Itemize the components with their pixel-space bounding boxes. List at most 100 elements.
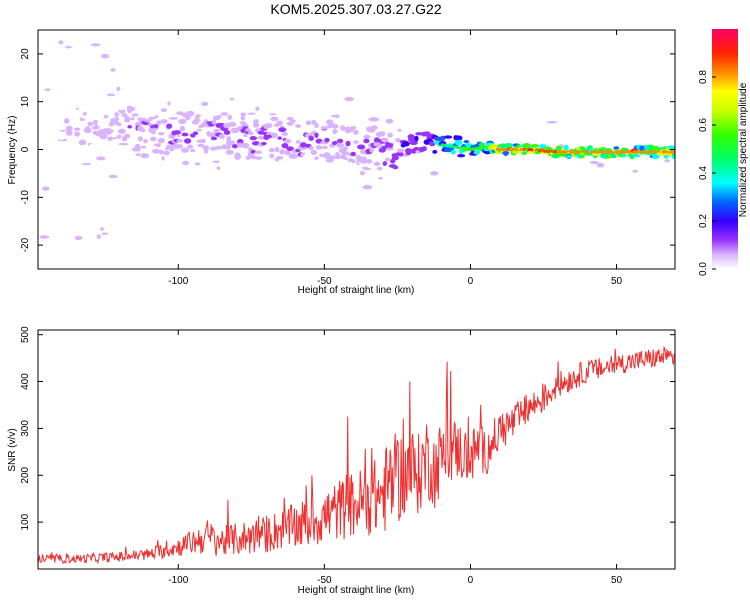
spectrogram-cell	[381, 137, 389, 143]
spectrogram-cell	[270, 116, 279, 122]
spectrogram-cell	[192, 131, 199, 136]
spectrogram-cell	[102, 111, 110, 115]
spectrogram-cell	[322, 166, 333, 172]
spectrogram-cell	[428, 140, 436, 147]
spectrogram-cell	[108, 142, 115, 146]
spectrogram-cell	[116, 134, 122, 139]
spectrogram-cell	[181, 147, 189, 153]
y-tick-label: 500	[20, 326, 31, 343]
spectrogram-cell	[613, 146, 620, 150]
spectrogram-cell	[254, 156, 263, 160]
spectrogram-cell	[181, 132, 189, 137]
colorbar-tick-label: 0.4	[698, 166, 709, 180]
spectrogram-cell	[217, 118, 226, 123]
spectrogram-cell	[96, 234, 101, 240]
spectrogram-cell	[216, 166, 221, 170]
y-tick-label: 200	[20, 466, 31, 483]
spectrogram-cell	[39, 235, 50, 239]
spectrogram-cell	[314, 156, 319, 160]
spectrogram-cell	[58, 134, 65, 140]
spectrogram-cell	[363, 134, 371, 140]
spectrogram-cell	[248, 131, 254, 136]
spectrogram-cell	[398, 162, 404, 168]
spectrogram-cell	[225, 149, 234, 155]
spectrogram-cell	[240, 116, 246, 121]
x-tick-label: -100	[168, 575, 188, 586]
spectrogram-cell	[140, 145, 147, 149]
spectrogram-cell	[176, 139, 184, 143]
x-tick-label: 0	[468, 276, 474, 287]
spectrogram-cell	[323, 152, 331, 157]
spectrogram-cell	[632, 169, 638, 173]
spectrogram-cell	[335, 142, 345, 148]
spectrogram-cell	[365, 159, 373, 164]
spectrogram-cell	[183, 138, 192, 144]
spectrogram-cell	[308, 146, 314, 151]
spectrogram-cell	[333, 155, 342, 159]
spectrogram-cell	[269, 153, 275, 158]
spectrogram-cell	[171, 108, 178, 114]
spectrogram-cell	[110, 68, 116, 72]
spectrogram-cell	[121, 113, 128, 118]
spectrogram-cell	[318, 116, 326, 121]
spectrogram-cell	[342, 156, 348, 161]
x-tick-label: 50	[611, 575, 623, 586]
spectrogram-cell	[430, 171, 439, 176]
snr-panel: -100 -50 0 50 100 200 300 400 500 Height of str…	[7, 326, 676, 596]
spectrogram-cell	[116, 122, 122, 127]
spectrogram-cell	[117, 128, 126, 134]
spectrogram-cell	[63, 108, 70, 114]
spectrogram-cell	[384, 157, 391, 162]
spectrogram-cell	[101, 53, 110, 59]
spectrogram-cell	[227, 114, 233, 120]
spectrogram-cell	[57, 118, 65, 124]
spectrogram-cell	[65, 130, 73, 136]
spectrogram-cell	[173, 130, 182, 135]
spectrogram-cell	[320, 126, 328, 130]
spectrogram-cell	[160, 119, 168, 124]
spectrogram-cell	[71, 148, 78, 154]
spectrogram-cell	[405, 149, 412, 156]
spectrogram-cell	[193, 95, 198, 101]
spectrogram-cell	[310, 149, 318, 156]
spectrogram-cell	[245, 155, 251, 160]
spectrogram-cell	[108, 174, 118, 179]
spectrogram-cell	[44, 88, 51, 92]
spectrogram-cell	[144, 142, 152, 147]
spectrogram-cell	[284, 158, 291, 164]
spectrogram-cell	[279, 149, 286, 155]
spectrogram-cell	[539, 143, 547, 149]
snr-y-label: SNR (v/v)	[7, 428, 18, 471]
spectrogram-cell	[101, 200, 105, 204]
spectrogram-cell	[270, 132, 278, 138]
spectrogram-cell	[387, 132, 393, 138]
spectrogram-cell	[253, 118, 259, 125]
spectrogram-cell	[302, 154, 310, 160]
spectrogram-cell	[408, 158, 415, 162]
spectrogram-y-axis: -20 -10 0 10 20	[20, 48, 675, 252]
spectrogram-cell	[252, 122, 260, 128]
spectrogram-cell	[395, 137, 401, 143]
spectrogram-cell	[129, 117, 135, 121]
spectrogram-cell	[123, 133, 131, 139]
spectrogram-cell	[148, 116, 154, 121]
spectrogram-cell	[370, 125, 378, 131]
spectrogram-cell	[369, 147, 374, 153]
spectrogram-cell	[443, 135, 453, 139]
spectrogram-cell	[179, 125, 186, 132]
y-tick-label: 400	[20, 373, 31, 390]
spectrogram-cell	[337, 138, 344, 144]
spectrogram-cell	[245, 128, 251, 132]
spectrogram-cell	[621, 153, 627, 158]
spectrogram-cell	[325, 158, 334, 163]
spectrogram-cell	[360, 156, 367, 162]
spectrogram-cell	[610, 154, 617, 159]
spectrogram-cell	[409, 140, 418, 146]
spectrogram-cell	[353, 140, 359, 144]
spectrogram-cell	[113, 116, 120, 122]
x-tick-label: -50	[317, 575, 332, 586]
spectrogram-cell	[182, 160, 190, 166]
snr-series-line	[38, 345, 675, 565]
spectrogram-cell	[414, 135, 419, 142]
colorbar-tick-label: 0.0	[698, 262, 709, 276]
